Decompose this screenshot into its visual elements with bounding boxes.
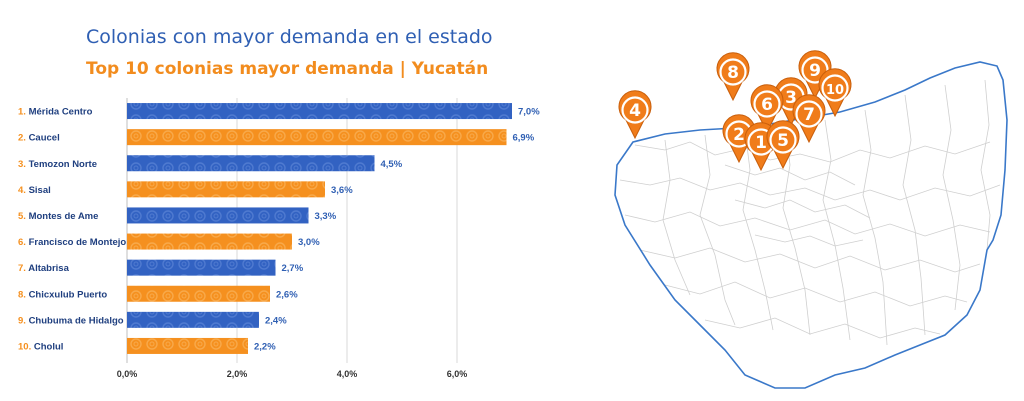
bar (127, 129, 507, 146)
bar-chart: 0,0% 2,0% 4,0% 6,0% 1. Mérida Centro 7,0% 2. C… (18, 98, 540, 379)
chart-bars (127, 103, 512, 354)
map-pin-label: 4 (629, 101, 641, 121)
bar (127, 285, 270, 302)
map-pin-label: 3 (785, 88, 797, 108)
data-label: 2,7% (282, 263, 304, 274)
chart-title: Colonias con mayor demanda en el estado (86, 26, 493, 48)
bar (127, 259, 276, 276)
x-tick-label: 4,0% (337, 369, 358, 379)
map-pin: 6 (750, 84, 784, 134)
data-label: 2,6% (276, 289, 298, 300)
chart-labels: 0,0% 2,0% 4,0% 6,0% 1. Mérida Centro 7,0% 2. C… (18, 107, 540, 379)
bar (127, 181, 325, 198)
map-pin-label: 7 (803, 105, 815, 125)
map-pin: 8 (716, 52, 750, 102)
map-pin-label: 10 (826, 83, 844, 98)
map-pin: 10 (818, 68, 852, 118)
x-tick-label: 0,0% (117, 369, 138, 379)
category-label: 9. Chubuma de Hidalgo (18, 315, 124, 326)
category-label: 10. Cholul (18, 341, 63, 352)
yucatan-map: 4 8 9 10 36 7 2 1 5 (614, 50, 1008, 389)
category-label: 3. Temozon Norte (18, 159, 97, 170)
data-label: 4,5% (381, 159, 403, 170)
data-label: 3,0% (298, 237, 320, 248)
bar (127, 233, 292, 250)
chart-subtitle: Top 10 colonias mayor demanda | Yucatán (86, 59, 489, 79)
data-label: 3,3% (315, 211, 337, 222)
bar (127, 155, 375, 172)
data-label: 2,4% (265, 315, 287, 326)
map-pins: 4 8 9 10 36 7 2 1 5 (618, 50, 852, 172)
map-pin: 7 (792, 94, 826, 144)
x-tick-label: 2,0% (227, 369, 248, 379)
map-pin-label: 2 (733, 125, 745, 145)
map-state-outline (614, 61, 1008, 389)
bar (127, 207, 309, 224)
data-label: 7,0% (518, 107, 540, 118)
map-pin-label: 9 (809, 61, 821, 81)
map-pin-label: 1 (755, 133, 767, 153)
map-pin: 4 (618, 90, 652, 140)
map-pin-label: 8 (727, 63, 739, 83)
bar (127, 337, 248, 354)
x-tick-label: 6,0% (447, 369, 468, 379)
map-pin-label: 6 (761, 95, 773, 115)
map-pin: 5 (766, 120, 800, 170)
bar (127, 311, 259, 328)
category-label: 8. Chicxulub Puerto (18, 289, 107, 300)
category-label: 2. Caucel (18, 133, 60, 144)
data-label: 2,2% (254, 341, 276, 352)
map-municipality-lines (619, 79, 1001, 346)
category-label: 7. Altabrisa (18, 263, 70, 274)
category-label: 4. Sisal (18, 185, 51, 196)
bar (127, 103, 512, 120)
category-label: 6. Francisco de Montejo (18, 237, 126, 248)
data-label: 6,9% (513, 133, 535, 144)
data-label: 3,6% (331, 185, 353, 196)
map-pin-label: 5 (777, 131, 789, 151)
category-label: 5. Montes de Ame (18, 211, 98, 222)
category-label: 1. Mérida Centro (18, 107, 93, 118)
